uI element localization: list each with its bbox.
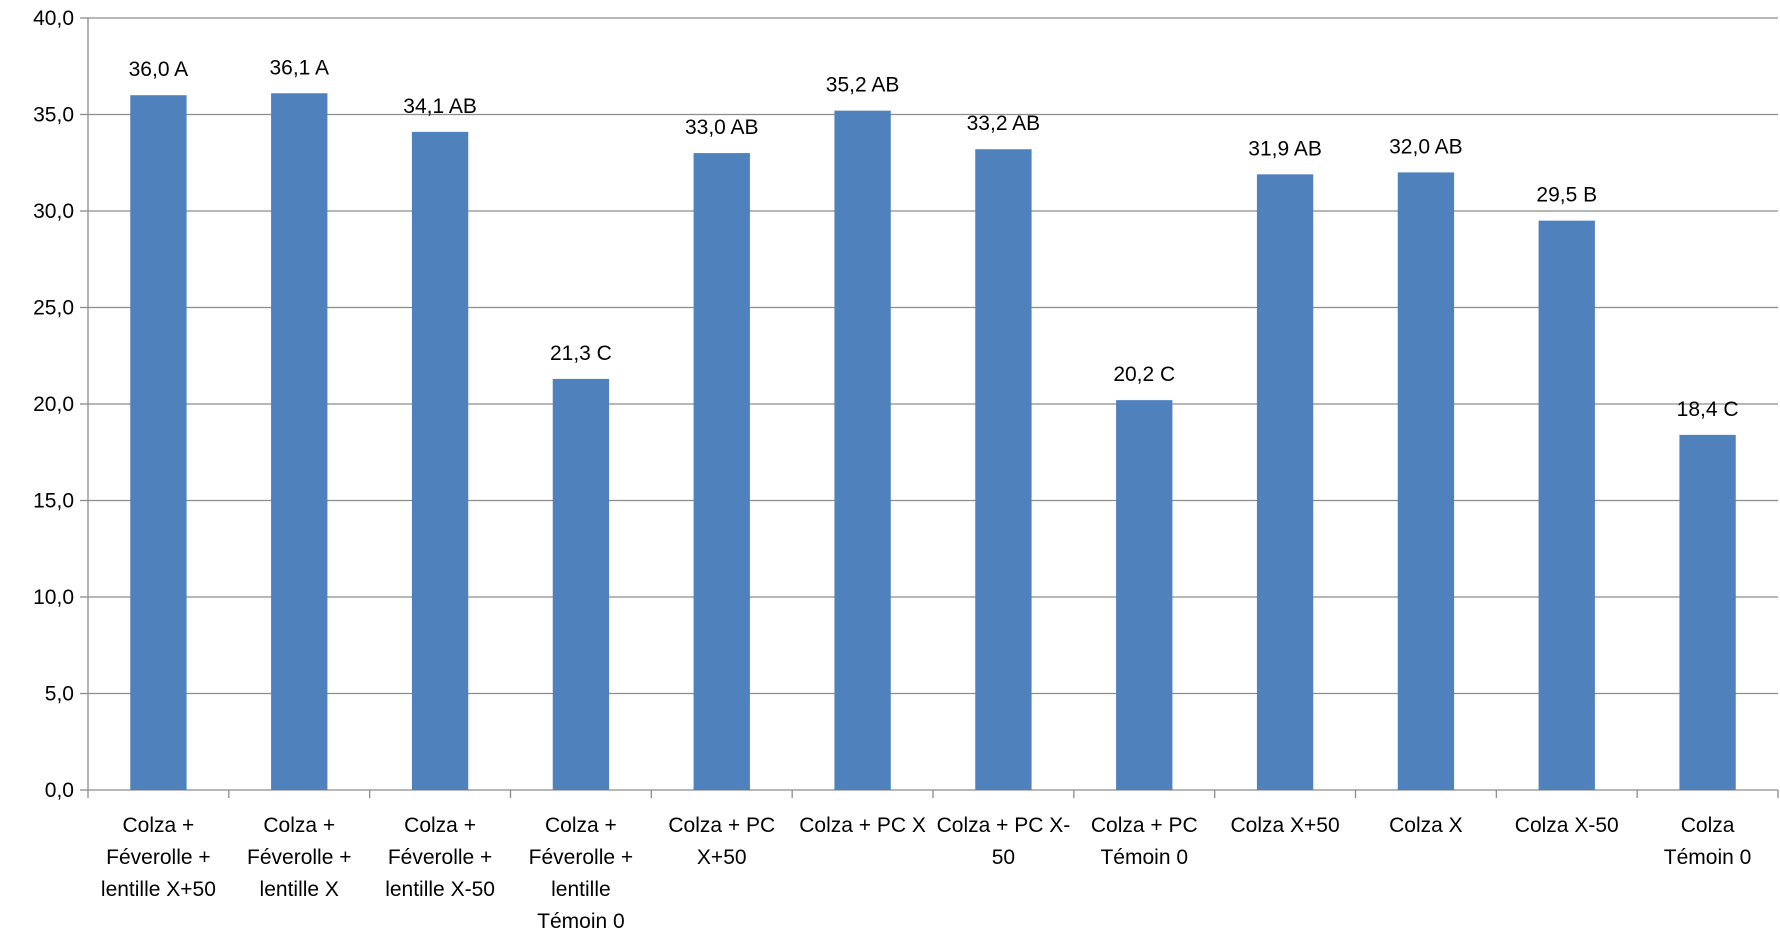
x-tick-label: Colza +: [123, 814, 195, 837]
bar: [975, 149, 1032, 791]
y-tick-label: 0,0: [45, 779, 74, 802]
data-label: 32,0 AB: [1389, 135, 1463, 158]
x-tick-label: Colza + PC X-: [937, 814, 1071, 837]
data-label: 21,3 C: [550, 342, 612, 365]
y-tick-label: 40,0: [33, 7, 74, 30]
x-tick-label: X+50: [697, 846, 747, 869]
x-tick-labels: Colza + Féverolle + lentille X+50 Colza + Fé…: [101, 814, 1751, 933]
x-tick-label: Féverolle +: [106, 846, 210, 869]
y-tick-label: 5,0: [45, 683, 74, 706]
x-tick-label: Témoin 0: [537, 910, 625, 933]
y-tick-label: 30,0: [33, 200, 74, 223]
data-label: 31,9 AB: [1248, 137, 1322, 160]
x-tick-label: Colza X+50: [1231, 814, 1340, 837]
x-tick-label: Colza X-50: [1515, 814, 1619, 837]
y-tick-labels: 0,0 5,0 10,0 15,0 20,0 25,0 30,0 35,0 40,0: [33, 7, 74, 802]
bar: [693, 153, 750, 791]
x-tick-label: Colza + PC: [668, 814, 775, 837]
x-tick-label: Colza +: [404, 814, 476, 837]
gridlines: [88, 17, 1778, 695]
bar: [411, 131, 469, 790]
x-tick-label: 50: [992, 846, 1015, 869]
bar: [834, 110, 891, 790]
axes: [80, 17, 1779, 798]
bar: [130, 95, 187, 790]
bar: [1538, 220, 1595, 790]
data-label: 18,4 C: [1677, 398, 1739, 421]
x-tick-label: Colza: [1681, 814, 1735, 837]
data-label: 20,2 C: [1113, 363, 1175, 386]
data-label: 29,5 B: [1536, 184, 1597, 207]
bar: [1116, 400, 1173, 790]
y-tick-label: 10,0: [33, 586, 74, 609]
bars: [130, 93, 1736, 791]
data-label: 34,1 AB: [403, 95, 477, 118]
data-label: 36,1 A: [269, 56, 329, 79]
y-tick-label: 25,0: [33, 297, 74, 320]
y-tick-label: 15,0: [33, 490, 74, 513]
bar: [552, 378, 610, 790]
x-tick-label: lentille: [551, 878, 611, 901]
x-tick-label: Féverolle +: [247, 846, 351, 869]
bar: [1679, 434, 1736, 790]
x-tick-label: Colza +: [263, 814, 335, 837]
y-tick-label: 20,0: [33, 393, 74, 416]
x-tick-label: Colza X: [1389, 814, 1463, 837]
bar: [1397, 172, 1455, 790]
x-tick-label: Témoin 0: [1664, 846, 1752, 869]
data-label: 36,0 A: [129, 58, 189, 81]
x-tick-label: Féverolle +: [529, 846, 633, 869]
bar: [1256, 174, 1314, 790]
data-label: 35,2 AB: [826, 74, 900, 97]
x-tick-label: Colza + PC: [1091, 814, 1198, 837]
x-tick-label: lentille X-50: [385, 878, 495, 901]
data-labels: 36,0 A 36,1 A 34,1 AB 21,3 C 33,0 AB 35,2 AB 3…: [129, 56, 1739, 421]
bar: [271, 93, 328, 790]
x-tick-label: Colza +: [545, 814, 617, 837]
x-tick-label: Colza + PC X: [799, 814, 926, 837]
x-tick-label: Féverolle +: [388, 846, 492, 869]
x-tick-label: lentille X: [260, 878, 339, 901]
x-tick-label: Témoin 0: [1100, 846, 1188, 869]
data-label: 33,2 AB: [967, 112, 1041, 135]
x-tick-label: lentille X+50: [101, 878, 216, 901]
y-tick-label: 35,0: [33, 104, 74, 127]
data-label: 33,0 AB: [685, 116, 759, 139]
